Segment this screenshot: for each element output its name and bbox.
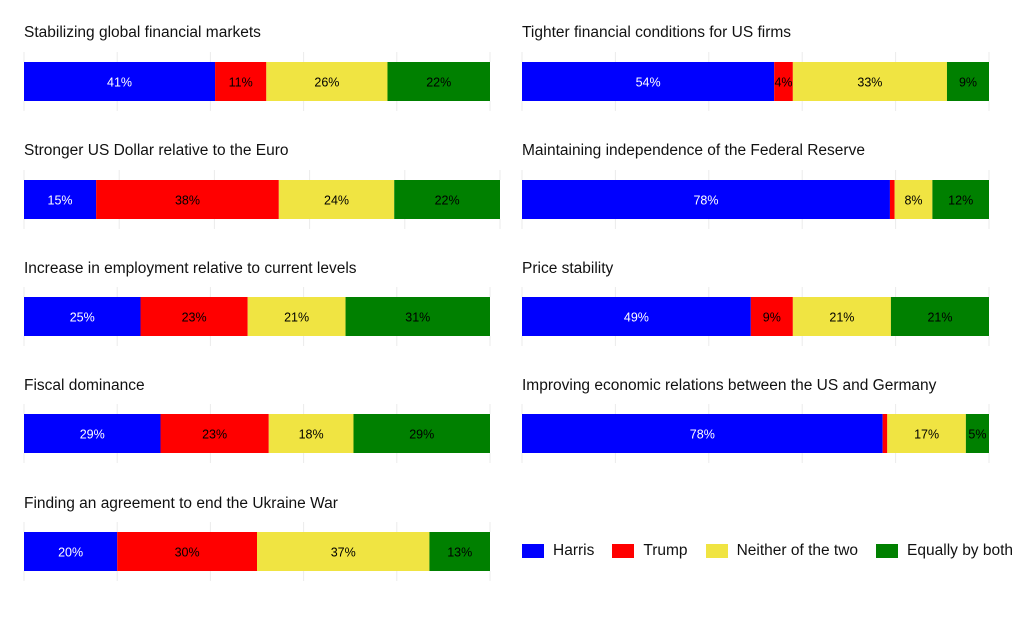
bar-segment-equally [932,180,989,219]
legend: Harris Trump Neither of the two Equally … [522,540,1013,562]
bar-segment-equally [890,297,989,336]
data-label-neither: 24% [324,194,349,208]
legend-item-trump: Trump [612,542,688,560]
data-label-neither: 21% [284,311,309,325]
panel-title: Improving economic relations between the… [522,377,937,394]
bar-segment-trump [160,414,269,453]
legend-item-harris: Harris [522,542,594,560]
bar-segment-trump [140,297,248,336]
bar-segment-neither [894,180,933,219]
bar-segment-neither [792,62,947,101]
data-label-equally: 29% [409,428,434,442]
bar-segment-trump [774,62,793,101]
bar-segment-neither [257,532,430,571]
data-label-trump: 4% [774,76,792,90]
legend-swatch-harris [522,544,544,558]
data-label-harris: 20% [58,546,83,560]
bar-segment-equally [946,62,989,101]
data-label-trump: 30% [175,546,200,560]
data-label-trump: 11% [229,76,253,90]
bar-segment-trump [882,414,888,453]
data-label-harris: 49% [624,311,649,325]
bar-segment-harris [522,297,751,336]
bar-segment-trump [889,180,895,219]
data-label-harris: 41% [107,76,132,90]
bar-segment-equally [965,414,989,453]
bar-segment-neither [266,62,388,101]
bar-segment-equally [353,414,490,453]
panel-title: Fiscal dominance [24,377,145,394]
bar-segment-equally [429,532,490,571]
bar-segment-harris [522,414,883,453]
legend-label-harris: Harris [553,542,595,559]
data-label-neither: 17% [914,428,939,442]
data-label-trump: 23% [202,428,227,442]
data-label-equally: 22% [426,76,451,90]
bar-segment-harris [522,180,890,219]
data-label-harris: 29% [80,428,105,442]
data-label-equally: 21% [927,311,952,325]
bar-segment-harris [24,414,161,453]
data-label-trump: 38% [175,194,200,208]
data-label-neither: 8% [904,194,922,208]
bar-segment-equally [387,62,490,101]
data-label-neither: 26% [314,76,339,90]
panel-title: Increase in employment relative to curre… [24,260,357,277]
bar-segment-neither [278,180,395,219]
bar-segment-neither [887,414,966,453]
data-label-equally: 31% [405,311,430,325]
panel-title: Finding an agreement to end the Ukraine … [24,495,338,512]
data-label-trump: 9% [763,311,781,325]
data-label-neither: 18% [299,428,324,442]
legend-item-equally: Equally by both [876,542,1013,560]
data-label-neither: 21% [829,311,854,325]
data-label-harris: 78% [693,194,718,208]
bar-segment-neither [247,297,346,336]
bar-segment-equally [345,297,490,336]
panel-title: Stronger US Dollar relative to the Euro [24,142,288,159]
legend-label-neither: Neither of the two [736,542,859,559]
bar-segment-trump [750,297,793,336]
bar-segment-harris [24,532,118,571]
legend-swatch-trump [612,544,635,558]
bar-segment-harris [24,297,141,336]
bar-segment-harris [522,62,775,101]
legend-label-trump: Trump [643,542,688,559]
bar-segment-harris [24,180,97,219]
data-label-neither: 37% [331,546,356,560]
bar-segment-harris [24,62,216,101]
data-label-harris: 25% [70,311,95,325]
bar-segment-trump [215,62,267,101]
panel-title: Price stability [522,260,614,277]
data-label-equally: 12% [948,194,973,208]
panel-title: Stabilizing global financial markets [24,24,261,41]
data-label-equally: 5% [968,428,986,442]
data-label-equally: 9% [959,76,977,90]
data-label-equally: 22% [435,194,460,208]
data-label-equally: 13% [447,546,472,560]
data-label-neither: 33% [857,76,882,90]
legend-swatch-neither [705,544,728,558]
data-label-harris: 15% [48,194,73,208]
bar-segment-trump [96,180,279,219]
bar-segment-neither [792,297,891,336]
legend-swatch-equally [876,544,899,558]
panel-title: Maintaining independence of the Federal … [522,142,865,159]
legend-label-equally: Equally by both [907,542,1014,559]
panel-title: Tighter financial conditions for US firm… [522,24,791,41]
data-label-harris: 54% [636,76,661,90]
bar-segment-neither [268,414,354,453]
bar-segment-equally [394,180,500,219]
data-label-harris: 78% [690,428,715,442]
data-label-trump: 23% [182,311,207,325]
bar-segment-trump [117,532,257,571]
legend-item-neither: Neither of the two [705,542,859,560]
